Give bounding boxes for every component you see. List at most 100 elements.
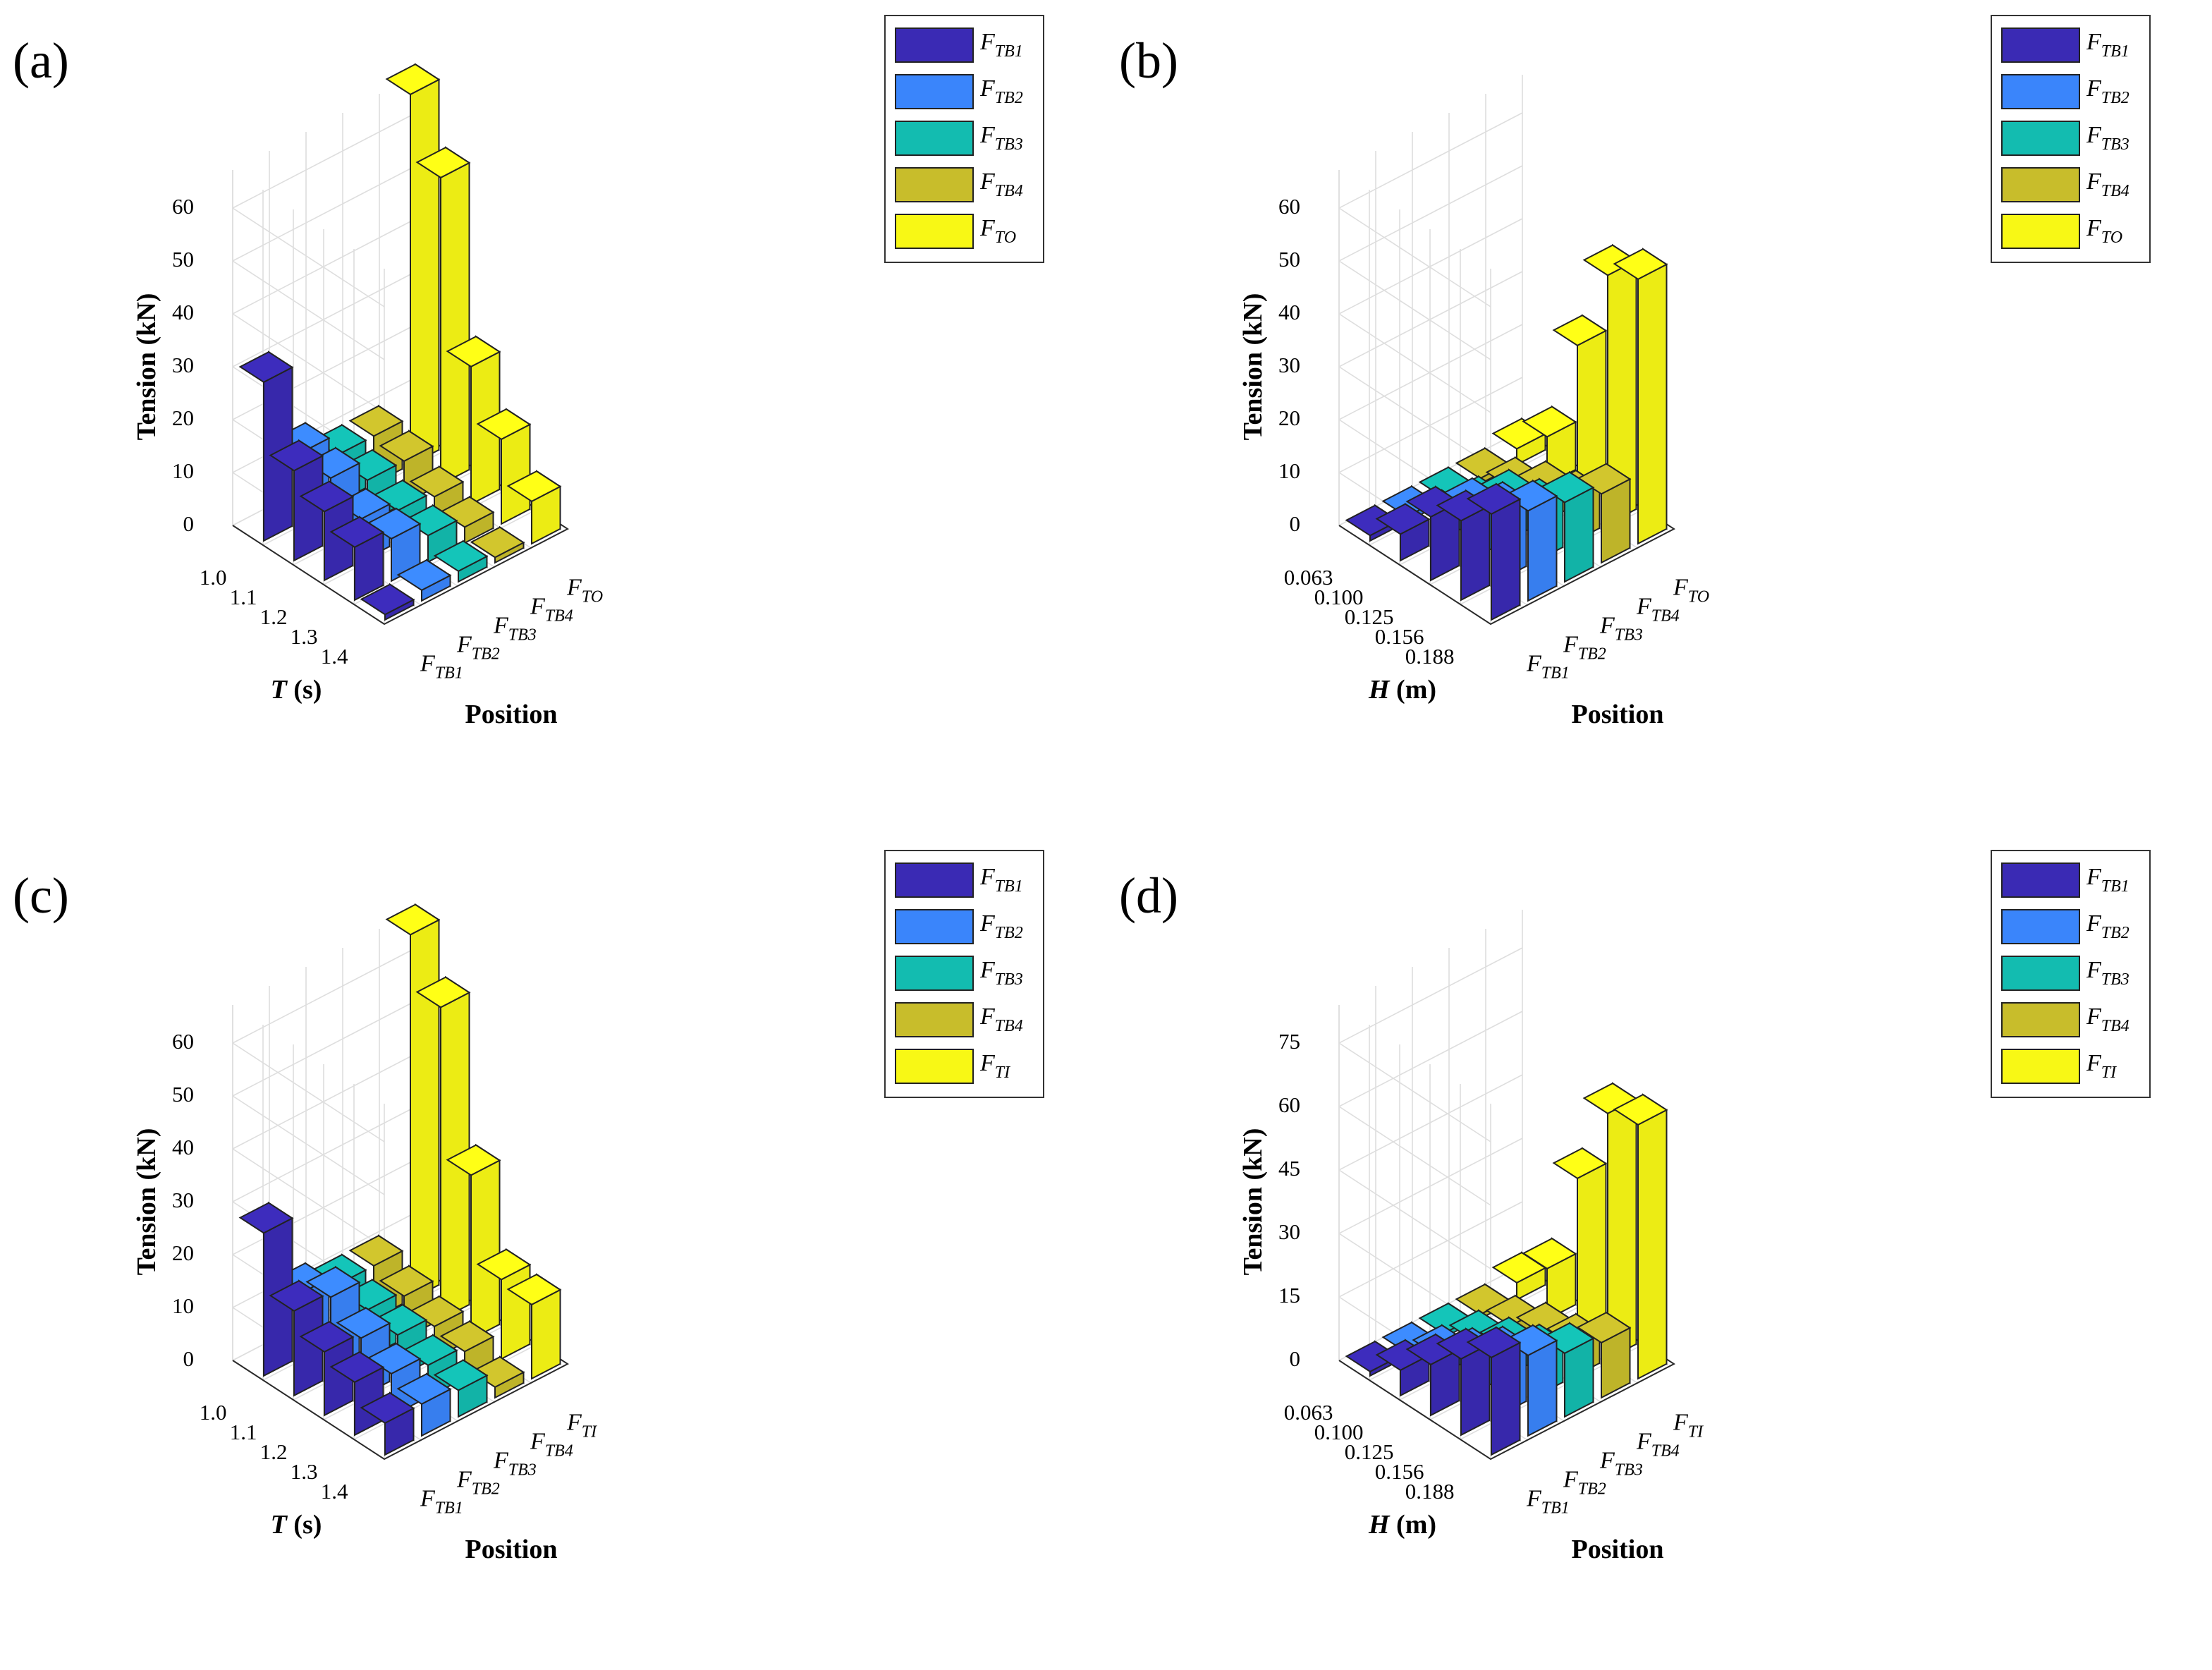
bar-top-face bbox=[1552, 1147, 1608, 1180]
bar-top-face bbox=[385, 903, 441, 936]
bar-top-face bbox=[506, 470, 562, 503]
bar-top-face bbox=[1613, 248, 1668, 281]
legend-swatch bbox=[895, 167, 974, 202]
bar-front-face bbox=[501, 1263, 531, 1360]
z-tick-label: 10 bbox=[172, 1293, 194, 1318]
row-tick-label: 1.1 bbox=[230, 585, 257, 609]
z-tick-label: 20 bbox=[172, 406, 194, 430]
bar-top-face bbox=[385, 63, 441, 96]
legend-label: FTB1 bbox=[979, 29, 1023, 61]
bar-FTB4-1.3 bbox=[439, 1319, 495, 1379]
column-tick-label: FTB4 bbox=[1636, 1429, 1680, 1461]
row-tick-label: 1.1 bbox=[230, 1420, 257, 1444]
bar-FTB1-1.4 bbox=[360, 1391, 415, 1456]
bar-FTB1-1.3 bbox=[329, 516, 385, 602]
bar-front-face bbox=[1491, 498, 1521, 621]
z-tick-label: 40 bbox=[172, 1135, 194, 1159]
legend-swatch bbox=[2001, 121, 2080, 156]
row-tick-label: 0.188 bbox=[1405, 1479, 1455, 1504]
bar-front-face bbox=[1491, 1341, 1521, 1456]
z-tick-label: 10 bbox=[1278, 458, 1300, 483]
bar-FTB2-1.4 bbox=[396, 1372, 452, 1437]
bar-FTB4-1.4 bbox=[470, 525, 525, 564]
bar-FTB1-0.156 bbox=[1436, 489, 1491, 602]
z-tick-label: 50 bbox=[1278, 247, 1300, 272]
legend-swatch bbox=[895, 956, 974, 991]
legend-swatch bbox=[895, 863, 974, 898]
column-tick-label: FTI bbox=[1673, 1410, 1704, 1442]
bar-front-face bbox=[1527, 1339, 1558, 1437]
row-tick-label: 1.0 bbox=[200, 565, 227, 590]
column-axis-label: Position bbox=[465, 700, 558, 729]
bar-top-face bbox=[348, 405, 404, 437]
bar-top-face bbox=[379, 1264, 434, 1298]
column-axis-label: Position bbox=[1572, 700, 1664, 729]
z-tick-label: 0 bbox=[183, 1346, 195, 1371]
z-tick-label: 60 bbox=[172, 1029, 194, 1054]
bar-top-face bbox=[433, 540, 489, 573]
bar-top-face bbox=[415, 146, 471, 179]
bar-top-face bbox=[238, 1202, 294, 1234]
panel-tag: (c) bbox=[13, 867, 69, 924]
bar-FTB4-0.188 bbox=[1576, 462, 1632, 564]
bar-top-face bbox=[396, 559, 452, 592]
bar-FTI-0.100 bbox=[1522, 1237, 1577, 1321]
column-tick-label: FTB3 bbox=[1599, 1448, 1643, 1480]
z-tick-label: 10 bbox=[172, 458, 194, 483]
bar-FTI-0.125 bbox=[1552, 1147, 1608, 1341]
row-tick-label: 0.125 bbox=[1345, 1439, 1394, 1464]
bar-top-face bbox=[396, 1372, 452, 1406]
row-tick-label: 0.063 bbox=[1284, 565, 1333, 590]
legend-label: FTB3 bbox=[979, 122, 1023, 154]
row-axis-label: T (s) bbox=[271, 675, 322, 705]
row-tick-label: 0.100 bbox=[1314, 1420, 1364, 1444]
bar-FTB3-0.188 bbox=[1539, 470, 1595, 583]
bar-FTO-0.188 bbox=[1613, 248, 1668, 545]
z-tick-label: 30 bbox=[172, 1188, 194, 1212]
bar-front-face bbox=[1460, 1343, 1491, 1437]
bars bbox=[1345, 1082, 1668, 1456]
column-tick-label: FTB4 bbox=[530, 1429, 573, 1461]
z-tick-label: 60 bbox=[1278, 1092, 1300, 1117]
z-tick-label: 50 bbox=[172, 1082, 194, 1107]
bar-top-face bbox=[336, 1307, 391, 1339]
z-tick-label: 30 bbox=[1278, 1219, 1300, 1244]
panel-tag: (d) bbox=[1119, 867, 1178, 924]
bar-top-face bbox=[1522, 406, 1577, 438]
bar-FTB2-1.4 bbox=[396, 559, 452, 602]
legend-swatch bbox=[2001, 167, 2080, 202]
bar-top-face bbox=[1522, 1237, 1577, 1270]
row-axis-label: H (m) bbox=[1368, 675, 1436, 705]
row-tick-label: 1.3 bbox=[291, 624, 318, 649]
row-tick-label: 0.100 bbox=[1314, 585, 1364, 609]
column-tick-label: FTO bbox=[566, 575, 603, 607]
legend-label: FTB2 bbox=[979, 910, 1023, 942]
z-tick-label: 45 bbox=[1278, 1156, 1300, 1181]
bar-top-face bbox=[1375, 503, 1431, 535]
z-tick-label: 30 bbox=[1278, 353, 1300, 377]
z-tick-label: 0 bbox=[183, 511, 195, 536]
row-axis-label: T (s) bbox=[271, 1510, 322, 1540]
legend-label: FTB4 bbox=[2086, 1004, 2129, 1035]
legend-swatch bbox=[2001, 863, 2080, 898]
row-axis-label: H (m) bbox=[1368, 1510, 1436, 1540]
legend: FTB1 FTB2 FTB3 FTB4 FTI bbox=[1991, 850, 2151, 1098]
z-tick-label: 20 bbox=[1278, 406, 1300, 430]
legend: FTB1 FTB2 FTB3 FTB4 FTI bbox=[884, 850, 1044, 1098]
bar-top-face bbox=[379, 429, 434, 463]
column-tick-label: FTB3 bbox=[1599, 613, 1643, 645]
z-tick-label: 30 bbox=[172, 353, 194, 377]
panel-tag: (a) bbox=[13, 32, 69, 89]
legend: FTB1 FTB2 FTB3 FTB4 FTO bbox=[1991, 15, 2151, 263]
legend-swatch bbox=[895, 214, 974, 249]
bar-top-face bbox=[329, 516, 385, 549]
legend-label: FTB3 bbox=[2086, 957, 2129, 989]
row-tick-label: 1.4 bbox=[321, 644, 348, 669]
bar-FTB1-1.1 bbox=[269, 1279, 324, 1397]
y-axis-label: Tension (kN) bbox=[1238, 1128, 1268, 1276]
bar-front-face bbox=[1527, 494, 1558, 602]
bar-top-face bbox=[439, 1320, 495, 1353]
row-tick-label: 0.156 bbox=[1375, 624, 1424, 649]
legend-label: FTB4 bbox=[979, 1004, 1023, 1035]
